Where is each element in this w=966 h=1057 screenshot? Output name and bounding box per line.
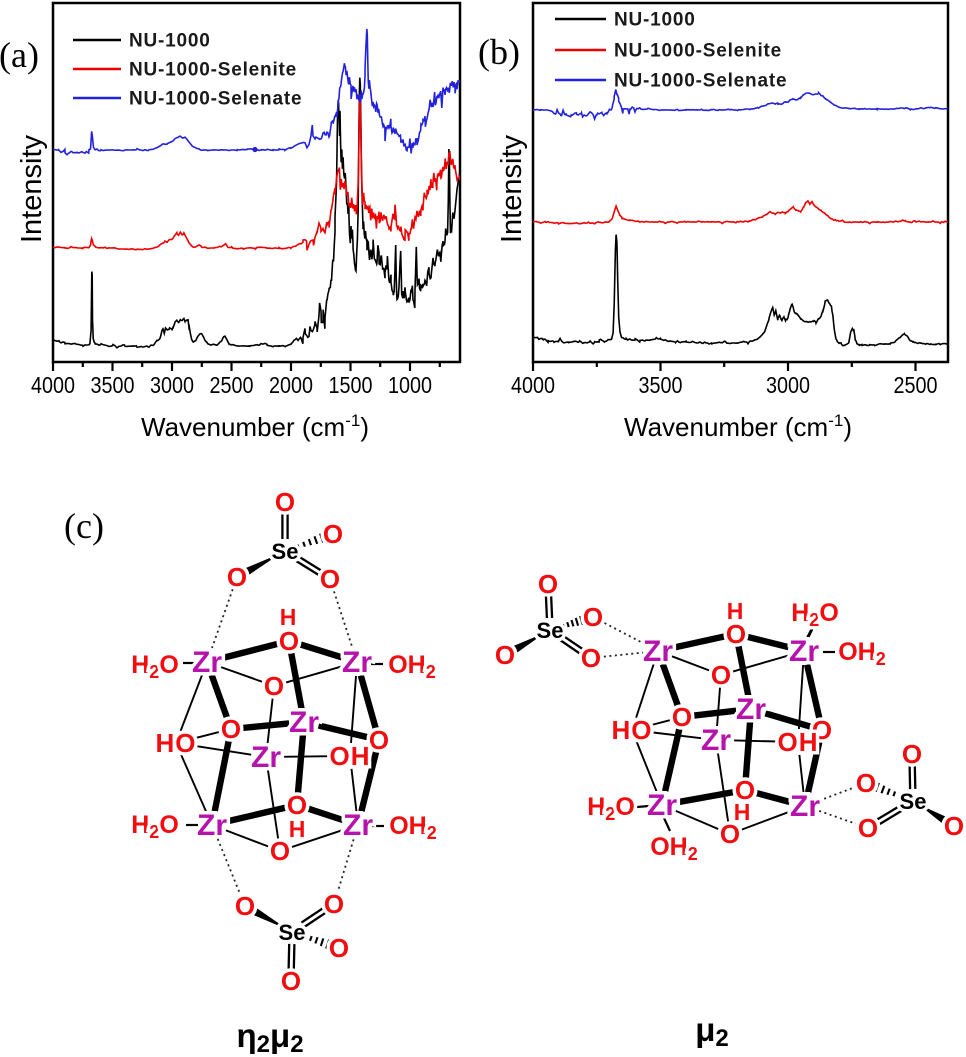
svg-text:O: O — [275, 487, 295, 517]
svg-text:HO: HO — [612, 715, 653, 745]
svg-text:O: O — [856, 768, 876, 798]
svg-text:Wavenumber (cm-1): Wavenumber (cm-1) — [141, 411, 369, 442]
svg-text:O: O — [538, 569, 558, 599]
svg-text:Se: Se — [900, 789, 927, 814]
svg-text:3000: 3000 — [766, 372, 810, 398]
svg-text:O: O — [944, 811, 964, 841]
svg-text:O: O — [324, 889, 344, 919]
svg-text:4000: 4000 — [31, 372, 75, 398]
svg-text:Se: Se — [272, 539, 299, 564]
svg-text:O: O — [726, 619, 746, 649]
svg-text:H2​O: H2​O — [131, 811, 179, 842]
svg-text:NU-1000-Selenite: NU-1000-Selenite — [129, 60, 297, 81]
svg-text:Zr: Zr — [197, 809, 227, 842]
svg-text:Se: Se — [279, 920, 306, 945]
svg-text:OH2​: OH2​ — [650, 833, 698, 864]
svg-text:O: O — [279, 626, 299, 656]
svg-text:4000: 4000 — [511, 372, 555, 398]
svg-text:NU-1000-Selenate: NU-1000-Selenate — [614, 71, 787, 92]
svg-text:O: O — [320, 564, 340, 594]
svg-text:Zr: Zr — [289, 706, 319, 739]
svg-text:3500: 3500 — [91, 372, 135, 398]
svg-text:3000: 3000 — [150, 372, 194, 398]
svg-text:H: H — [289, 816, 306, 842]
svg-text:O: O — [221, 714, 241, 744]
svg-text:O: O — [735, 775, 755, 805]
svg-text:O: O — [902, 739, 922, 769]
svg-text:H2​O: H2​O — [587, 793, 635, 824]
svg-text:Zr: Zr — [736, 693, 766, 726]
svg-text:OH: OH — [330, 741, 371, 771]
svg-text:O: O — [581, 643, 601, 673]
svg-text:O: O — [812, 715, 832, 745]
svg-text:O: O — [672, 702, 692, 732]
svg-text:O: O — [281, 966, 301, 996]
svg-text:Se: Se — [537, 618, 564, 643]
svg-text:2500: 2500 — [210, 372, 254, 398]
svg-text:Zr: Zr — [647, 789, 677, 822]
svg-text:3500: 3500 — [639, 372, 683, 398]
svg-text:η2​μ2​: η2​μ2​ — [236, 1017, 303, 1057]
svg-text:1500: 1500 — [329, 372, 373, 398]
svg-text:OH2​: OH2​ — [389, 812, 437, 843]
svg-text:O: O — [720, 819, 740, 849]
svg-text:HO: HO — [156, 728, 197, 758]
svg-text:Zr: Zr — [789, 635, 819, 668]
svg-text:OH: OH — [778, 727, 819, 757]
svg-text:O: O — [270, 836, 290, 866]
svg-text:Zr: Zr — [701, 724, 731, 757]
svg-text:Intensity: Intensity — [16, 135, 48, 243]
svg-text:2500: 2500 — [894, 372, 938, 398]
svg-text:(b): (b) — [478, 32, 520, 72]
svg-text:O: O — [287, 790, 307, 820]
svg-text:O: O — [858, 813, 878, 843]
svg-text:O: O — [583, 602, 603, 632]
svg-text:O: O — [264, 671, 284, 701]
svg-text:Wavenumber (cm-1): Wavenumber (cm-1) — [624, 411, 852, 442]
svg-text:O: O — [495, 640, 515, 670]
svg-text:H2​O: H2​O — [131, 651, 179, 682]
svg-text:OH2​: OH2​ — [838, 638, 886, 669]
svg-text:Zr: Zr — [192, 646, 222, 679]
svg-text:NU-1000: NU-1000 — [614, 10, 696, 31]
svg-text:NU-1000-Selenate: NU-1000-Selenate — [129, 89, 302, 110]
svg-text:2000: 2000 — [269, 372, 313, 398]
svg-text:O: O — [369, 725, 389, 755]
svg-text:H2​O: H2​O — [791, 599, 839, 630]
svg-text:Intensity: Intensity — [496, 135, 528, 243]
svg-text:O: O — [227, 562, 247, 592]
svg-text:1000: 1000 — [388, 372, 432, 398]
svg-text:Zr: Zr — [643, 635, 673, 668]
svg-text:Zr: Zr — [342, 646, 372, 679]
svg-text:NU-1000: NU-1000 — [129, 31, 211, 52]
svg-text:(a): (a) — [0, 35, 39, 75]
svg-text:H: H — [280, 604, 297, 630]
svg-text:O: O — [235, 891, 255, 921]
svg-text:μ2​: μ2​ — [695, 1011, 729, 1052]
svg-text:Zr: Zr — [790, 790, 820, 823]
svg-text:Zr: Zr — [251, 741, 281, 774]
svg-text:NU-1000-Selenite: NU-1000-Selenite — [614, 41, 782, 62]
svg-text:O: O — [323, 519, 343, 549]
svg-text:H: H — [734, 799, 751, 825]
svg-text:O: O — [329, 933, 349, 963]
svg-text:Zr: Zr — [343, 809, 373, 842]
svg-text:H: H — [727, 598, 744, 624]
svg-text:OH2​: OH2​ — [388, 651, 436, 682]
svg-text:O: O — [711, 660, 731, 690]
svg-text:(c): (c) — [64, 506, 104, 546]
